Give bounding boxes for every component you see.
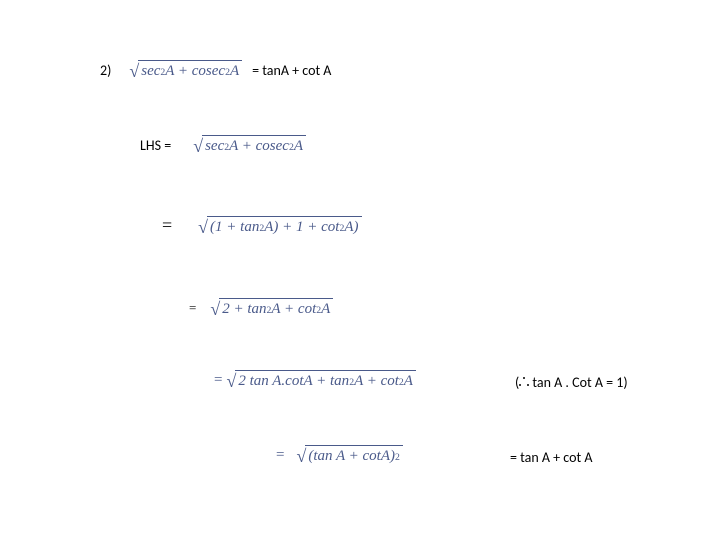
math-expr-6: = √ (tan A + cotA)2 xyxy=(272,445,403,465)
lhs-label: LHS = xyxy=(140,137,171,154)
note-because: ( tan A . Cot A = 1) xyxy=(515,374,628,391)
math-expr-4: √ 2 + tan2A + cot2A xyxy=(210,298,333,318)
math-expr-3: √ (1 + tan2A) + 1 + cot2A) xyxy=(198,216,361,236)
math-expr-1: √ sec2A + cosec2A xyxy=(129,60,242,80)
note-text: tan A . Cot A = 1) xyxy=(529,374,627,391)
equals-4: = xyxy=(185,300,200,316)
math-expr-5: = √ 2 tan A.cotA + tan2A + cot2A xyxy=(210,370,416,390)
radicand-1: sec2A + cosec2A xyxy=(138,60,242,80)
rhs-text: = tanA + cot A xyxy=(252,62,331,79)
problem-number: 2) xyxy=(100,62,111,79)
final-result: = tan A + cot A xyxy=(510,449,592,466)
radicand-3: (1 + tan2A) + 1 + cot2A) xyxy=(207,216,361,236)
math-expr-2: √ sec2A + cosec2A xyxy=(193,135,306,155)
radicand-2: sec2A + cosec2A xyxy=(202,135,306,155)
radicand-5: 2 tan A.cotA + tan2A + cot2A xyxy=(235,370,416,390)
radicand-6: (tan A + cotA)2 xyxy=(305,445,403,465)
radicand-4: 2 + tan2A + cot2A xyxy=(219,298,333,318)
because-icon xyxy=(519,377,529,387)
equals-3: = xyxy=(158,215,176,236)
